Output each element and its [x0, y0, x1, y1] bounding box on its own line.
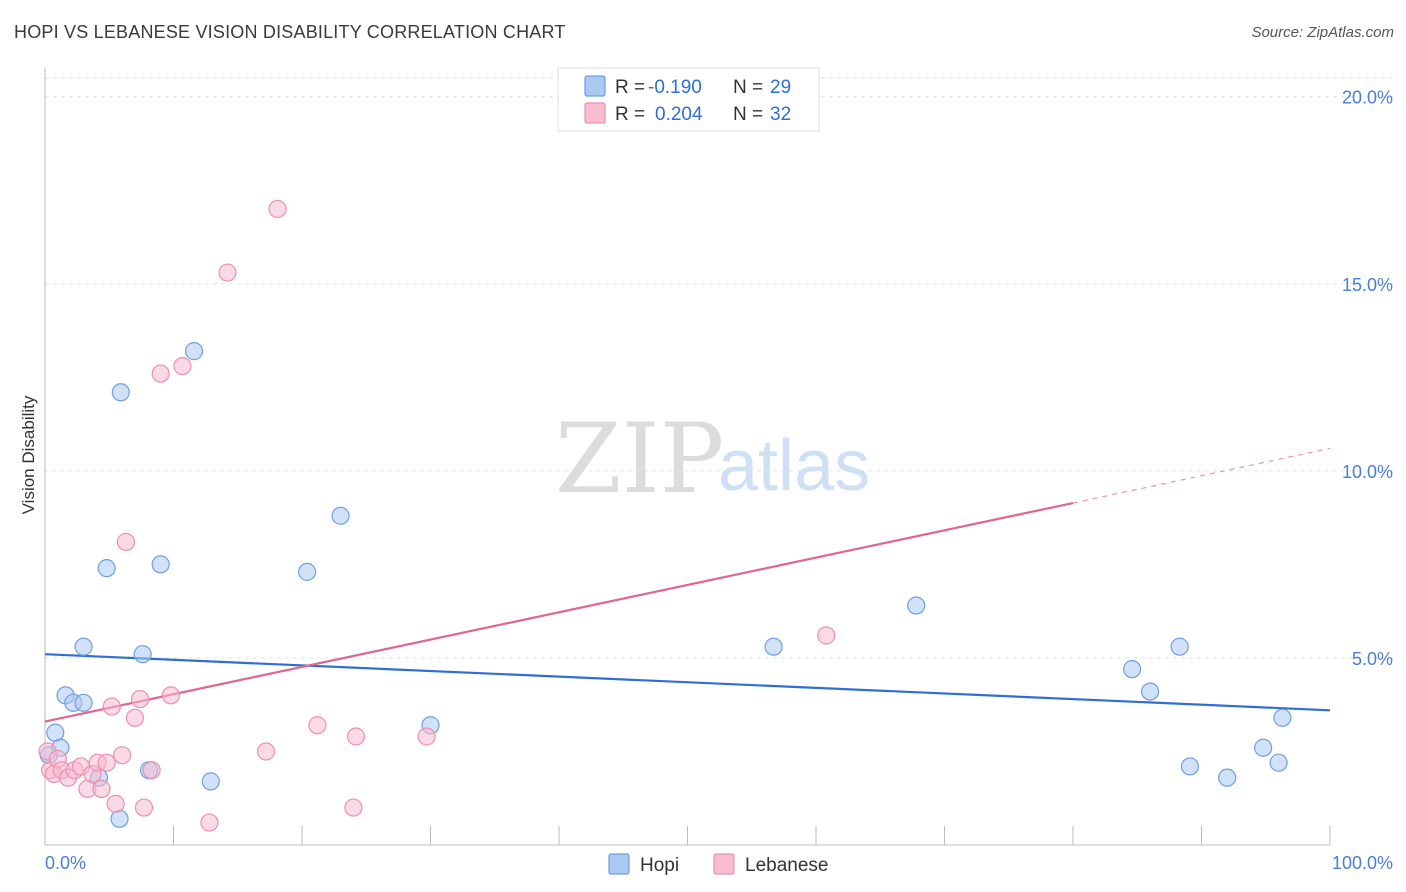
y-tick-labels: 5.0% 10.0% 15.0% 20.0% [1342, 88, 1393, 669]
point-lebanese [346, 727, 366, 746]
legend-r-label: R = [615, 104, 645, 125]
watermark-zip: ZIP [555, 403, 724, 515]
point-hopi [907, 596, 926, 615]
legend-n-value: 32 [770, 104, 791, 125]
x-tick-label: 0.0% [45, 853, 86, 873]
point-lebanese [173, 356, 192, 376]
legend-r-value: 0.204 [655, 104, 703, 125]
legend-swatch-lebanese [584, 102, 606, 124]
point-hopi [1123, 660, 1142, 679]
bottom-legend-swatch-hopi [608, 853, 630, 875]
y-tick-label: 15.0% [1342, 275, 1393, 295]
point-hopi [1218, 768, 1237, 787]
watermark: ZIP atlas [555, 403, 870, 515]
point-lebanese [344, 798, 363, 817]
point-lebanese [116, 532, 136, 552]
point-lebanese [417, 727, 436, 746]
point-hopi [201, 772, 220, 791]
legend-r-label: R = [615, 77, 645, 98]
axes [44, 68, 1331, 846]
y-axis-label: Vision Disability [19, 395, 38, 514]
point-lebanese [134, 798, 154, 817]
trend-line-extension-lebanese [1072, 447, 1331, 504]
source-credit: Source: ZipAtlas.com [1251, 24, 1394, 41]
trend-line-lebanese [44, 501, 1074, 723]
point-hopi [151, 555, 170, 574]
x-tick-labels: 0.0% 100.0% [45, 853, 1393, 873]
point-hopi [298, 562, 317, 581]
chart-title: HOPI VS LEBANESE VISION DISABILITY CORRE… [14, 22, 566, 42]
legend-swatch-hopi [584, 75, 606, 97]
point-lebanese [106, 794, 125, 813]
point-hopi [1140, 682, 1160, 701]
point-lebanese [151, 364, 170, 383]
point-lebanese [125, 708, 145, 727]
point-lebanese [161, 686, 181, 705]
point-hopi [764, 637, 783, 656]
y-tick-label: 20.0% [1342, 88, 1393, 108]
legend-n-value: 29 [770, 77, 791, 98]
point-lebanese [112, 746, 132, 765]
point-hopi [133, 645, 152, 664]
point-lebanese [268, 199, 287, 219]
point-lebanese [256, 742, 276, 761]
point-hopi [111, 383, 130, 402]
point-hopi [74, 693, 93, 712]
point-hopi [74, 637, 93, 656]
point-hopi [1180, 757, 1200, 776]
bottom-legend-lebanese: Lebanese [745, 855, 828, 876]
x-tick-label: 100.0% [1332, 853, 1393, 873]
point-lebanese [200, 813, 219, 832]
point-hopi [1273, 708, 1292, 727]
y-tick-label: 10.0% [1342, 462, 1393, 482]
point-hopi [1254, 738, 1273, 757]
bottom-legend: Hopi Lebanese [608, 853, 828, 876]
legend-n-label: N = [733, 104, 763, 125]
point-lebanese [142, 761, 161, 780]
trend-line-hopi [44, 653, 1331, 712]
point-lebanese [308, 716, 327, 735]
bottom-legend-hopi: Hopi [640, 855, 679, 876]
point-hopi [331, 506, 350, 525]
point-hopi [1170, 637, 1189, 656]
data-points [38, 199, 1292, 832]
point-hopi [97, 559, 116, 578]
trend-lines [44, 447, 1331, 723]
y-tick-label: 5.0% [1352, 649, 1393, 669]
point-hopi [1269, 753, 1288, 772]
legend: R = -0.190 N = 29 R = 0.204 N = 32 [557, 67, 820, 132]
bottom-legend-swatch-lebanese [713, 853, 735, 875]
legend-r-value: -0.190 [648, 77, 702, 98]
point-lebanese [97, 753, 116, 772]
point-lebanese [218, 263, 237, 282]
point-lebanese [817, 626, 836, 645]
point-hopi [184, 342, 204, 361]
point-lebanese [92, 779, 111, 798]
legend-n-label: N = [733, 77, 763, 98]
point-hopi [110, 809, 129, 828]
watermark-atlas: atlas [718, 426, 870, 506]
gridlines [45, 77, 1395, 659]
point-lebanese [102, 697, 121, 716]
point-lebanese [130, 689, 150, 709]
